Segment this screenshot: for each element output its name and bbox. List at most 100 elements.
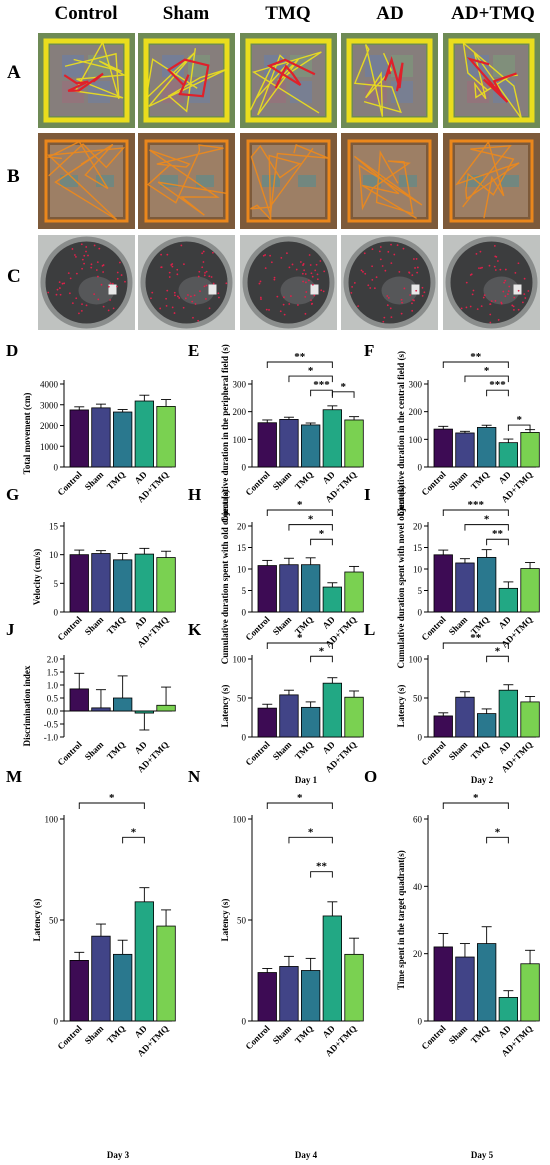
panel-j-category-label: Sham: [83, 739, 106, 762]
panel-e-bar-control: [257, 422, 277, 468]
panel-j-bar-adtmq: [156, 704, 176, 712]
panel-n-sig-bracket: [288, 836, 333, 844]
panel-h-ytick-label: 10: [237, 565, 247, 575]
panel-d-category-label: AD: [133, 469, 150, 486]
panel-n-ytick-label: 100: [233, 815, 247, 825]
panel-o-xlabel: Day 5: [471, 1150, 494, 1160]
panel-m-category-label: AD: [133, 1023, 150, 1040]
tracking-photo-b-1: [38, 133, 135, 229]
panel-o-ylabel: Time spent in the target quadrant(s): [396, 850, 406, 990]
panel-m-category-label: Sham: [83, 1023, 106, 1046]
panel-o-sig-bracket: [486, 836, 509, 844]
panel-o-category-label: AD: [497, 1023, 514, 1040]
panel-i-sig-label: **: [492, 528, 504, 540]
panel-o-category-label: Control: [419, 1023, 448, 1052]
panel-o-category-label: TMQ: [469, 1023, 491, 1045]
panel-f-sig-label: **: [470, 351, 482, 363]
panel-d-ytick-label: 0: [54, 463, 59, 473]
panel-j-bar-control: [69, 688, 89, 712]
tracking-photo-c-4: [341, 235, 438, 330]
panel-l-category-label: TMQ: [469, 739, 491, 761]
panel-d-ytick-label: 2000: [40, 421, 59, 431]
panel-j-category-label: Control: [55, 739, 84, 768]
panel-o-label: O: [364, 767, 377, 786]
panel-e-category-label: Sham: [271, 469, 294, 492]
panel-g-ytick-label: 15: [49, 522, 59, 532]
panel-h-bar-tmq: [300, 564, 321, 613]
panel-o-bar-control: [433, 946, 453, 1022]
panel-h-sig-label: *: [297, 499, 303, 511]
panel-k-ytick-label: 100: [233, 655, 247, 665]
panel-k-category-label: Control: [243, 739, 272, 768]
panel-i-ylabel: Cumulative duration spent with novel obj…: [396, 485, 406, 668]
panel-d-category-label: TMQ: [105, 469, 127, 491]
panel-k-bar-control: [257, 707, 277, 738]
panel-d-category-label: Control: [55, 469, 84, 498]
tracking-photo-a-1: [38, 33, 135, 128]
panel-f-category-label: TMQ: [469, 469, 491, 491]
panel-n-bar-tmq: [300, 970, 321, 1022]
panel-j-ylabel: Discrimination index: [22, 665, 32, 746]
panel-k-bar-sham: [279, 694, 299, 738]
panel-j-ytick-label: -1.0: [44, 733, 59, 743]
panel-h-label: H: [188, 485, 201, 504]
panel-g-ylabel: Velocity (cm/s): [32, 549, 42, 605]
panel-n-bar-sham: [279, 966, 299, 1022]
panel-i-category-label: AD: [497, 614, 514, 631]
tracking-photo-c-3: [240, 235, 337, 330]
panel-f-sig-bracket: [442, 361, 509, 368]
panel-j-ytick-label: 0.5: [47, 694, 59, 704]
panel-m-sig-bracket: [122, 836, 145, 844]
tracking-photo-b-2: [138, 133, 235, 229]
panel-e-category-label: TMQ: [293, 469, 315, 491]
panel-k-category-label: TMQ: [293, 739, 315, 761]
panel-n-sig-bracket: [266, 802, 333, 809]
panel-i-category-label: Sham: [447, 614, 470, 637]
panel-e-ytick-label: 100: [233, 435, 247, 445]
panel-i-ytick-label: 5: [418, 586, 423, 596]
panel-l-category-label: Control: [419, 739, 448, 768]
panel-h-ytick-label: 0: [242, 608, 247, 618]
panel-o-ytick-label: 0: [418, 1017, 423, 1027]
row-label-c: C: [7, 266, 21, 287]
panel-g-category-label: Sham: [83, 614, 106, 637]
panel-e-ytick-label: 300: [233, 380, 247, 390]
panel-n-sig-label: **: [316, 861, 328, 873]
panel-f-sig-bracket: [464, 375, 509, 383]
panel-i-sig-bracket: [442, 509, 509, 516]
panel-i-sig-label: ***: [468, 499, 485, 511]
panel-m-bar-ad: [134, 901, 155, 1022]
panel-d-ylabel: Total movement (cm): [22, 393, 32, 475]
panel-j-label: J: [6, 620, 15, 639]
panel-n-ytick-label: 50: [237, 916, 247, 926]
panel-l-bar-tmq: [476, 713, 497, 738]
panel-f-bar-sham: [455, 432, 475, 468]
panel-m-category-label: Control: [55, 1023, 84, 1052]
panel-e-bar-sham: [279, 419, 299, 468]
panel-n-sig-label: *: [308, 826, 314, 838]
panel-g-bar-tmq: [113, 559, 133, 613]
panel-j-bar-tmq: [113, 697, 133, 712]
panel-d-bar-adtmq: [156, 406, 176, 468]
panel-e-sig-label: ***: [313, 379, 330, 391]
panel-k-sig-label: *: [319, 645, 325, 657]
panel-e-category-label: AD: [321, 469, 338, 486]
panel-k-ylabel: Latency (s): [220, 685, 230, 728]
panel-l-bar-sham: [455, 696, 475, 738]
panel-n-category-label: AD: [321, 1023, 338, 1040]
panel-m-sig-label: *: [131, 826, 137, 838]
panel-m-category-label: TMQ: [105, 1023, 127, 1045]
panel-k-ytick-label: 50: [237, 694, 247, 704]
tracking-photo-a-2: [138, 33, 235, 128]
tracking-photo-a-3: [240, 33, 337, 128]
row-label-b: B: [7, 166, 20, 187]
panel-g-bar-adtmq: [156, 557, 176, 613]
panel-m-sig-label: *: [109, 792, 115, 804]
column-headers: Control Sham TMQ AD AD+TMQ: [0, 0, 550, 30]
panel-h-ylabel: Cumulative duration spent with old objec…: [220, 490, 230, 665]
panel-l-label: L: [364, 620, 375, 639]
panel-e-ylabel: Cumulative duration in the peripheral fi…: [220, 344, 230, 523]
panel-k-xlabel: Day 1: [295, 775, 318, 785]
panel-k-sig-label: *: [297, 632, 303, 644]
panel-o-bar-adtmq: [520, 963, 540, 1022]
